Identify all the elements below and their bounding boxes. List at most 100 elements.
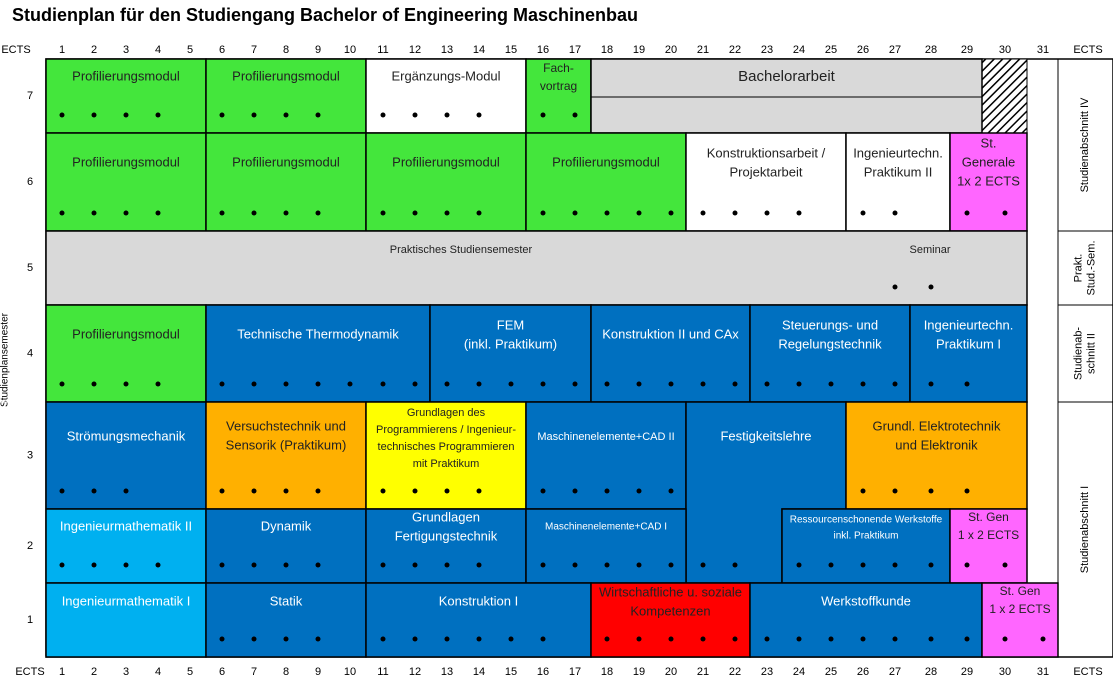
module-box — [45, 304, 207, 403]
ects-dot — [476, 562, 482, 568]
module-label: Festigkeitslehre — [720, 428, 811, 443]
ects-dot — [251, 112, 257, 118]
ects-dot — [928, 636, 934, 642]
ects-dot — [604, 636, 610, 642]
ects-dot — [91, 210, 97, 216]
ects-dot — [700, 562, 706, 568]
column-number: 23 — [761, 44, 773, 56]
module-label: Ingenieurtechn. — [924, 317, 1014, 332]
column-number: 15 — [505, 44, 517, 56]
column-number: 24 — [793, 44, 805, 56]
ects-dot — [928, 562, 934, 568]
ects-dot — [91, 488, 97, 494]
column-number: 1 — [59, 44, 65, 56]
ects-dot — [636, 636, 642, 642]
module-box — [205, 304, 431, 403]
ects-dot — [572, 381, 578, 387]
column-number: 20 — [665, 666, 677, 678]
ects-dot — [123, 562, 129, 568]
column-number: 4 — [155, 44, 161, 56]
module-label: Wirtschaftliche u. soziale — [599, 584, 742, 599]
ects-dot — [59, 381, 65, 387]
ects-dot — [860, 210, 866, 216]
module-label: St. Gen — [1000, 584, 1041, 598]
column-number: 17 — [569, 44, 581, 56]
ects-dot — [123, 112, 129, 118]
module-box — [365, 508, 527, 584]
ects-dot — [892, 381, 898, 387]
module-label: Konstruktionsarbeit / — [707, 145, 826, 160]
column-number: 3 — [123, 44, 129, 56]
column-number: 3 — [123, 666, 129, 678]
ects-dot — [251, 562, 257, 568]
module-box — [365, 132, 527, 232]
column-number: 18 — [601, 666, 613, 678]
ects-dot — [444, 112, 450, 118]
ects-dot — [540, 381, 546, 387]
section-label: Studienabschnitt I — [1079, 486, 1091, 573]
ects-dot — [892, 284, 898, 290]
ects-dot — [540, 562, 546, 568]
ects-dot — [668, 562, 674, 568]
ects-dot — [380, 562, 386, 568]
module-label: Profilierungsmodul — [552, 154, 660, 169]
ects-dot — [928, 488, 934, 494]
ects-dot — [123, 381, 129, 387]
column-number: 22 — [729, 666, 741, 678]
ects-dot — [892, 488, 898, 494]
module-box — [45, 132, 207, 232]
semester-number: 2 — [27, 540, 33, 552]
module-label: Bachelorarbeit — [738, 68, 836, 85]
column-number: 21 — [697, 666, 709, 678]
column-number: 14 — [473, 44, 485, 56]
semester-number: 5 — [27, 262, 33, 274]
column-number: 21 — [697, 44, 709, 56]
module-label: Profilierungsmodul — [232, 154, 340, 169]
ects-dot — [860, 381, 866, 387]
ects-dot — [668, 636, 674, 642]
module-box — [205, 508, 367, 584]
column-number: 31 — [1037, 666, 1049, 678]
ects-dot — [860, 562, 866, 568]
ects-dot — [764, 210, 770, 216]
module-label: Fach- — [543, 61, 574, 75]
column-number: 27 — [889, 666, 901, 678]
ects-dot — [315, 381, 321, 387]
column-number: 8 — [283, 44, 289, 56]
module-box — [949, 132, 1028, 232]
ects-dot — [572, 210, 578, 216]
module-label: Maschinenelemente+CAD I — [545, 522, 667, 533]
ects-dot — [828, 562, 834, 568]
ects-dot — [604, 381, 610, 387]
ects-dot — [283, 210, 289, 216]
module-label: Projektarbeit — [730, 164, 803, 179]
module-label: Werkstoffkunde — [821, 593, 911, 608]
column-number: 4 — [155, 666, 161, 678]
module-label: Kompetenzen — [630, 603, 710, 618]
ects-dot — [444, 562, 450, 568]
ects-dot — [964, 636, 970, 642]
ects-dot — [604, 488, 610, 494]
module-label: Generale — [962, 154, 1015, 169]
column-number: 31 — [1037, 44, 1049, 56]
ects-dot — [732, 210, 738, 216]
column-number: 28 — [925, 666, 937, 678]
ects-dot — [668, 381, 674, 387]
ects-label: ECTS — [1073, 666, 1102, 678]
ects-dot — [964, 488, 970, 494]
column-number: 8 — [283, 666, 289, 678]
ects-dot — [928, 284, 934, 290]
ects-dot — [380, 112, 386, 118]
ects-dot — [315, 112, 321, 118]
module-label: Konstruktion I — [439, 593, 519, 608]
ects-dot — [476, 636, 482, 642]
ects-dot — [412, 562, 418, 568]
ects-dot — [892, 636, 898, 642]
ects-dot — [219, 562, 225, 568]
module-box — [45, 230, 1028, 306]
ects-dot — [700, 636, 706, 642]
semester-number: 4 — [27, 347, 33, 359]
ects-dot — [91, 112, 97, 118]
column-number: 13 — [441, 666, 453, 678]
column-number: 23 — [761, 666, 773, 678]
